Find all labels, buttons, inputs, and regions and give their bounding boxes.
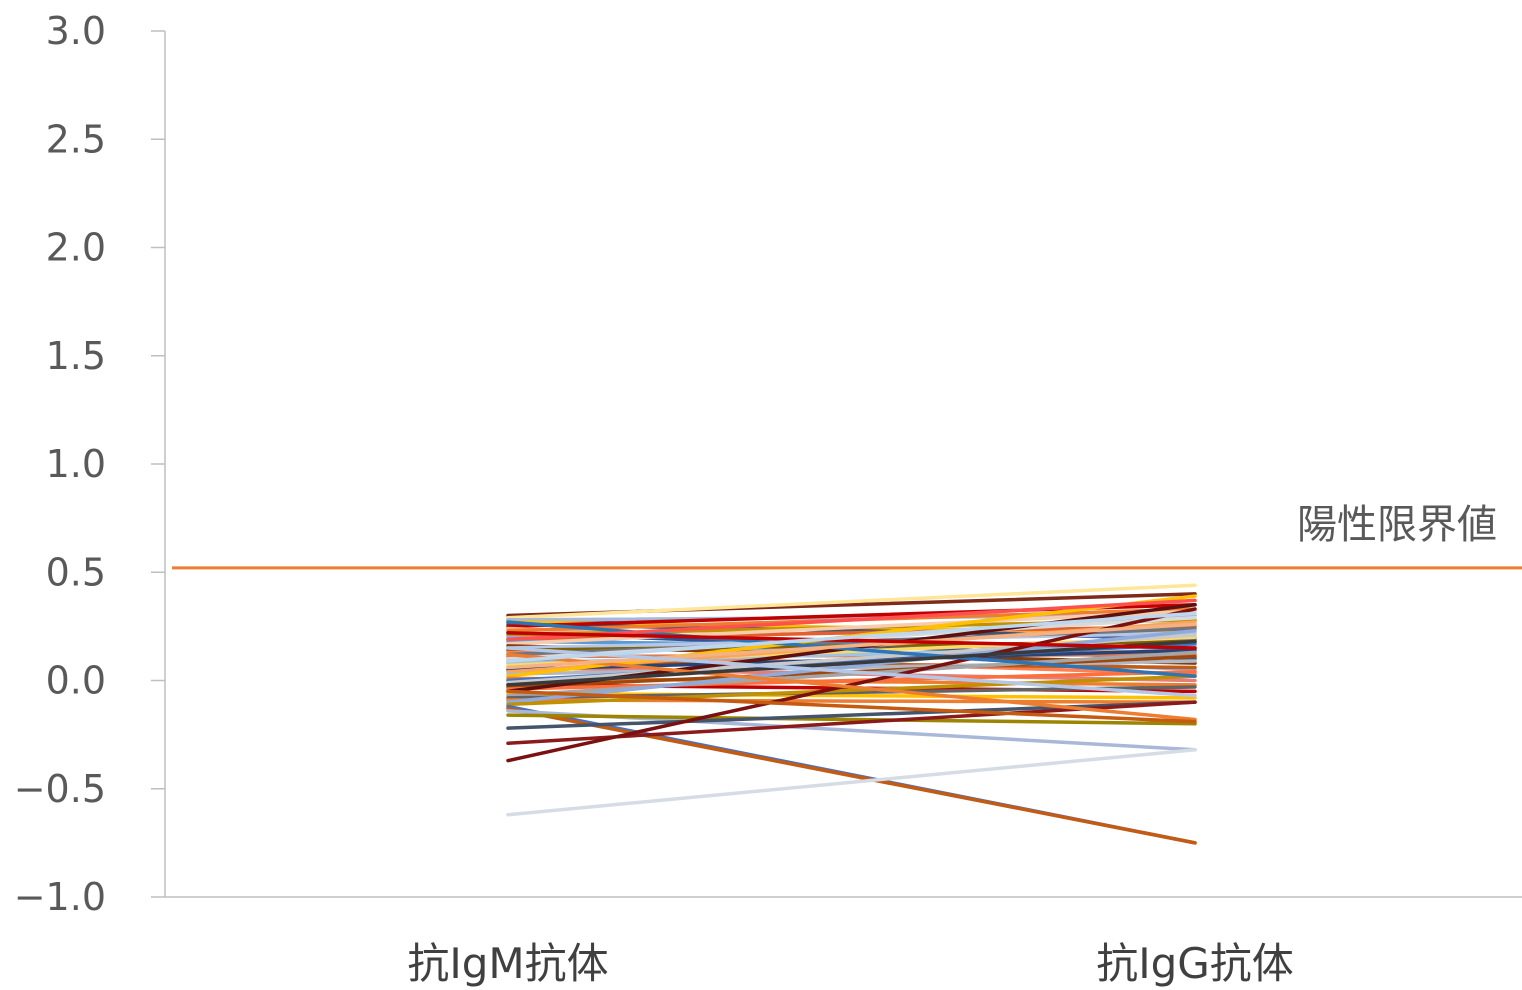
y-tick-label: 2.0 [46,226,106,270]
series-line-58 [506,631,1197,650]
threshold-label: 陽性限界値 [1297,502,1497,548]
axes [164,31,1522,898]
series-line-55 [506,622,1197,670]
series-line-60 [506,611,1197,663]
y-axis-ticks: 3.0 2.5 2.0 1.5 1.0 0.5 0.0 −0.5 −1.0 [14,9,165,919]
y-tick-label: 2.5 [46,117,106,161]
series-line-50 [506,607,1197,763]
series-line-53 [506,598,1197,642]
y-tick-label: 1.0 [46,442,106,486]
series-line-15 [506,609,1197,646]
series-line-42 [506,628,1197,704]
y-tick-label: 0.0 [46,659,106,703]
y-tick-label: −0.5 [14,767,106,811]
series-line-56 [506,639,1197,687]
series-line-43 [506,674,1197,707]
series-line-2 [506,583,1197,620]
y-tick-label: −1.0 [14,875,106,919]
y-tick-label: 0.5 [46,550,106,594]
x-category-label: 抗IgG抗体 [1096,939,1294,988]
series-line-52 [506,620,1197,678]
positive-threshold: 陽性限界値 [172,502,1522,570]
y-tick-label: 1.5 [46,334,106,378]
x-category-label: 抗IgM抗体 [407,939,608,988]
series-line-48 [506,700,1197,730]
series-line-47 [506,713,1197,726]
series-line-39 [506,650,1197,698]
y-tick-label: 3.0 [46,9,106,53]
series-line-51 [506,748,1197,817]
series-lines [506,583,1197,845]
series-line-57 [506,646,1197,698]
series-line-38 [506,691,1197,700]
series-line-36 [506,670,1197,691]
series-line-45 [506,706,1197,845]
x-axis-labels: 抗IgM抗体 抗IgG抗体 [407,939,1293,988]
series-line-59 [506,689,1197,724]
series-line-54 [506,652,1197,722]
